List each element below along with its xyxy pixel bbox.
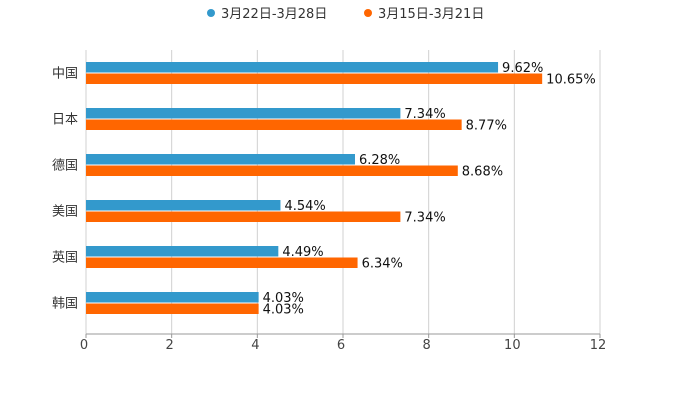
bar-series2-1 bbox=[86, 119, 462, 130]
bar-series1-1 bbox=[86, 108, 401, 119]
bars: 中国 9.62%10.65% 日本 7.34% 8.77% 德国 6.28% 8.68% 美国 4… bbox=[52, 61, 596, 318]
data-label-series2-2: 8.68% bbox=[462, 165, 503, 180]
data-label-series2-4: 6.34% bbox=[362, 257, 403, 272]
data-label-series2-5: 4.03% bbox=[263, 303, 304, 318]
x-tick-label-6: 6 bbox=[337, 338, 345, 353]
data-label-series2-3: 7.34% bbox=[404, 211, 445, 226]
legend-label-series-1: 3月22日-3月28日 bbox=[221, 7, 327, 22]
x-tick-label-10: 10 bbox=[504, 338, 521, 353]
data-label-series1-0: 9.62% bbox=[502, 61, 543, 76]
data-label-series1-2: 6.28% bbox=[359, 153, 400, 168]
data-label-series1-4: 4.49% bbox=[282, 245, 323, 260]
category-label-1: 日本 bbox=[52, 113, 78, 128]
bar-series1-4 bbox=[86, 246, 279, 257]
grid-lines bbox=[85, 50, 601, 334]
legend-marker-series-2 bbox=[364, 9, 372, 17]
data-label-series1-1: 7.34% bbox=[404, 107, 445, 122]
x-tick-label-4: 4 bbox=[251, 338, 259, 353]
bar-series2-5 bbox=[86, 303, 259, 314]
x-tick-label-12: 12 bbox=[590, 338, 607, 353]
bar-series1-2 bbox=[86, 154, 355, 165]
data-label-series1-5: 4.03% bbox=[263, 291, 304, 306]
category-label-3: 美国 bbox=[52, 205, 78, 220]
bar-series2-4 bbox=[86, 257, 358, 268]
x-tick-label-8: 8 bbox=[423, 338, 431, 353]
legend-marker-series-1 bbox=[207, 9, 215, 17]
bar-series2-3 bbox=[86, 211, 401, 222]
legend: 3月22日-3月28日 3月15日-3月21日 bbox=[207, 7, 484, 22]
data-label-series1-3: 4.54% bbox=[284, 199, 325, 214]
category-label-5: 韩国 bbox=[52, 297, 78, 312]
bar-series2-2 bbox=[86, 165, 458, 176]
data-label-series2-1: 8.77% bbox=[466, 119, 507, 134]
x-tick-label-2: 2 bbox=[166, 338, 174, 353]
category-label-2: 德国 bbox=[52, 159, 78, 174]
x-tick-label-0: 0 bbox=[80, 338, 88, 353]
bar-series2-0 bbox=[86, 73, 543, 84]
bar-series1-5 bbox=[86, 292, 259, 303]
data-label-series2-0: 10.65% bbox=[546, 73, 596, 88]
x-axis: 0 2 4 6 8 10 12 bbox=[80, 333, 607, 353]
category-label-0: 中国 bbox=[52, 67, 78, 82]
bar-series1-0 bbox=[86, 62, 499, 73]
bar-series1-3 bbox=[86, 200, 281, 211]
legend-label-series-2: 3月15日-3月21日 bbox=[378, 7, 484, 22]
category-label-4: 英国 bbox=[52, 251, 78, 266]
